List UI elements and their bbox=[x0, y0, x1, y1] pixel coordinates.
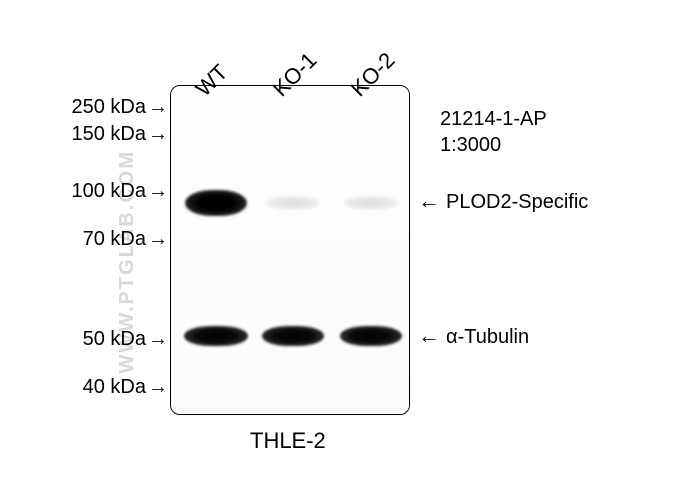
arrow-icon: → bbox=[148, 228, 168, 251]
arrow-icon: → bbox=[148, 96, 168, 119]
arrow-left-icon: ← bbox=[418, 323, 440, 349]
mw-40: 40 kDa→ bbox=[0, 376, 168, 399]
mw-100: 100 kDa→ bbox=[0, 180, 168, 203]
blot-figure: WWW.PTGLAB.COM WT KO-1 KO-2 250 kDa→ 150… bbox=[0, 0, 700, 500]
mw-250-text: 250 kDa bbox=[72, 96, 147, 118]
antibody-catalog: 21214-1-AP bbox=[440, 108, 547, 131]
arrow-icon: → bbox=[148, 123, 168, 146]
target-band-text: PLOD2-Specific bbox=[446, 191, 588, 213]
mw-250: 250 kDa→ bbox=[0, 96, 168, 119]
target-band-label: ← PLOD2-Specific bbox=[418, 188, 588, 214]
arrow-icon: → bbox=[148, 328, 168, 351]
mw-150-text: 150 kDa bbox=[72, 123, 147, 145]
membrane-background bbox=[171, 86, 409, 414]
mw-40-text: 40 kDa bbox=[83, 376, 146, 398]
mw-100-text: 100 kDa bbox=[72, 180, 147, 202]
blot-membrane bbox=[170, 85, 410, 415]
loading-control-label: ← α-Tubulin bbox=[418, 323, 529, 349]
mw-150: 150 kDa→ bbox=[0, 123, 168, 146]
loading-control-text: α-Tubulin bbox=[446, 326, 529, 348]
cell-line-label: THLE-2 bbox=[250, 428, 326, 454]
arrow-left-icon: ← bbox=[418, 188, 440, 214]
mw-50-text: 50 kDa bbox=[83, 328, 146, 350]
arrow-icon: → bbox=[148, 180, 168, 203]
mw-50: 50 kDa→ bbox=[0, 328, 168, 351]
arrow-icon: → bbox=[148, 376, 168, 399]
mw-70: 70 kDa→ bbox=[0, 228, 168, 251]
mw-70-text: 70 kDa bbox=[83, 228, 146, 250]
antibody-dilution: 1:3000 bbox=[440, 134, 501, 157]
